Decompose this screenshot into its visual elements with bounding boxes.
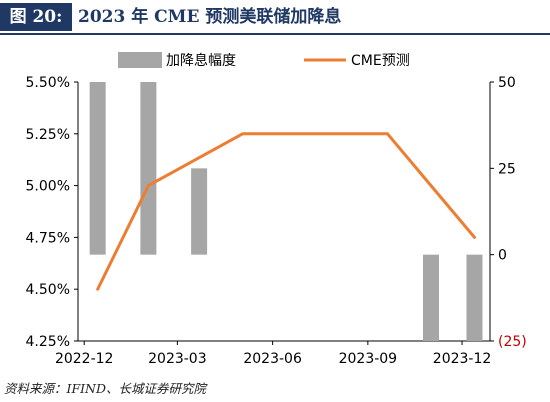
x-tick-label-1: 2023-03: [148, 351, 207, 367]
cme-forecast-line: [96, 132, 476, 291]
right-tick-label-1: 0: [498, 248, 507, 264]
left-tick-label-4: 5.25%: [26, 127, 70, 143]
left-tick-label-5: 5.50%: [26, 75, 70, 91]
bar-3: [191, 168, 208, 255]
legend-bar-label: 加降息幅度: [166, 52, 236, 69]
right-tick-label-2: 25: [498, 161, 516, 177]
figure-title: 2023 年 CME 预测美联储加降息: [78, 7, 342, 27]
x-tick-label-0: 2022-12: [55, 351, 114, 367]
legend-bar-swatch: [118, 52, 162, 68]
bar-5: [466, 254, 483, 341]
left-tick-label-2: 4.75%: [26, 230, 70, 246]
chart: 4.25% 4.50% 4.75% 5.00% 5.25% 5.50% (25) 0 25 50 2…: [26, 52, 527, 367]
x-tick-label-2: 2023-06: [243, 351, 302, 367]
title-rule: [0, 33, 550, 35]
right-tick-label-0: (25): [498, 334, 527, 350]
bar-2: [140, 82, 157, 255]
legend: 加降息幅度 CME预测: [118, 52, 410, 69]
figure-header: 图 20: 2023 年 CME 预测美联储加降息: [0, 0, 550, 35]
bar-4: [422, 254, 439, 341]
source-note: 资料来源：IFIND、长城证券研究院: [4, 381, 207, 396]
axes: 4.25% 4.50% 4.75% 5.00% 5.25% 5.50% (25) 0 25 50 2…: [26, 75, 527, 367]
left-tick-label-0: 4.25%: [26, 334, 70, 350]
bar-1: [89, 82, 106, 255]
bar-series: [89, 82, 483, 341]
plot-frame: [77, 82, 491, 342]
right-tick-label-3: 50: [498, 75, 516, 91]
x-tick-label-3: 2023-09: [339, 351, 398, 367]
legend-line-label: CME预测: [351, 53, 410, 69]
figure-label: 图 20:: [0, 3, 72, 31]
x-tick-label-4: 2023-12: [433, 351, 492, 367]
left-tick-label-1: 4.50%: [26, 282, 70, 298]
left-tick-label-3: 5.00%: [26, 179, 70, 195]
line-series: [96, 132, 476, 291]
